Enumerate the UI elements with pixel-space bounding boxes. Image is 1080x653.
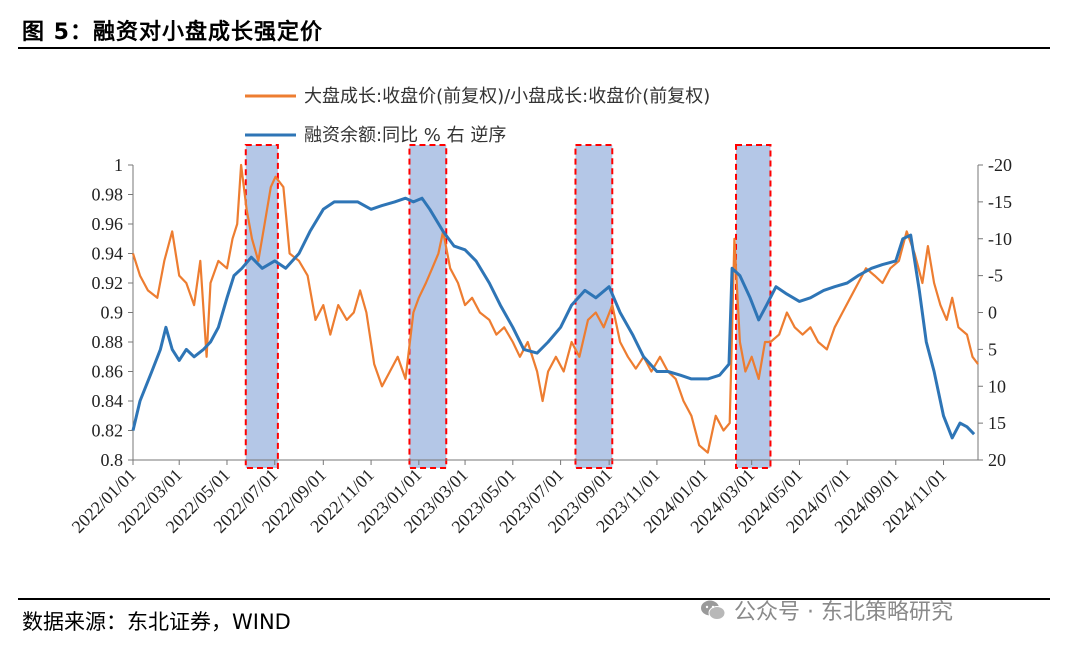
wechat-icon [701, 600, 726, 620]
figure-title: 图 5：融资对小盘成长强定价 [22, 20, 323, 45]
left-tick-label: 0.94 [92, 244, 124, 264]
left-tick-label: 0.9 [101, 303, 124, 323]
top-rule [18, 47, 1050, 49]
left-tick-label: 0.98 [92, 185, 124, 205]
left-tick-label: 0.88 [92, 332, 124, 352]
legend-label-orange: 大盘成长:收盘价(前复权)/小盘成长:收盘价(前复权) [304, 86, 710, 107]
source-note: 数据来源：东北证券，WIND [22, 610, 291, 634]
right-tick-label: 0 [988, 303, 997, 323]
left-tick-label: 0.92 [92, 273, 124, 293]
right-tick-label: -5 [988, 266, 1003, 286]
series-lines [131, 163, 979, 454]
highlight-periods [244, 144, 772, 469]
right-tick-label: -10 [988, 229, 1012, 249]
watermark: 公众号 · 东北策略研究 [700, 594, 953, 626]
right-tick-label: 5 [988, 339, 997, 359]
legend: 大盘成长:收盘价(前复权)/小盘成长:收盘价(前复权) 融资余额:同比 % 右 … [245, 86, 710, 146]
chart: 10.980.960.940.920.90.880.860.840.820.8 … [68, 86, 1012, 537]
right-tick-label: 10 [988, 376, 1006, 396]
legend-label-blue: 融资余额:同比 % 右 逆序 [304, 125, 506, 146]
bottom-rule [18, 598, 1050, 600]
series-line-margin-financing-yoy [131, 196, 976, 440]
left-axis-ticks: 1 0.98 0.96 0.94 0.92 0.9 0.88 0.86 0.84 0.82 0.8 [92, 155, 133, 470]
left-tick-label: 0.86 [92, 362, 124, 382]
highlight-period-3 [574, 144, 614, 469]
left-tick-label: 0.8 [101, 450, 124, 470]
left-tick-label: 0.84 [92, 391, 124, 411]
left-tick-label: 1 [114, 155, 123, 175]
highlight-period-1 [244, 144, 279, 469]
right-tick-label: -15 [988, 192, 1012, 212]
x-axis-ticks: 2022/01/012022/03/012022/05/012022/07/01… [68, 460, 950, 537]
left-tick-label: 0.82 [92, 421, 124, 441]
right-axis-ticks: -20 -15 -10 -5 0 5 10 15 20 [978, 155, 1012, 470]
series-line-large-small-growth-ratio [131, 163, 979, 454]
right-tick-label: 15 [988, 413, 1006, 433]
watermark-text: 公众号 · 东北策略研究 [734, 600, 953, 625]
right-tick-label: -20 [988, 155, 1012, 175]
left-tick-label: 0.96 [92, 214, 124, 234]
right-tick-label: 20 [988, 450, 1006, 470]
